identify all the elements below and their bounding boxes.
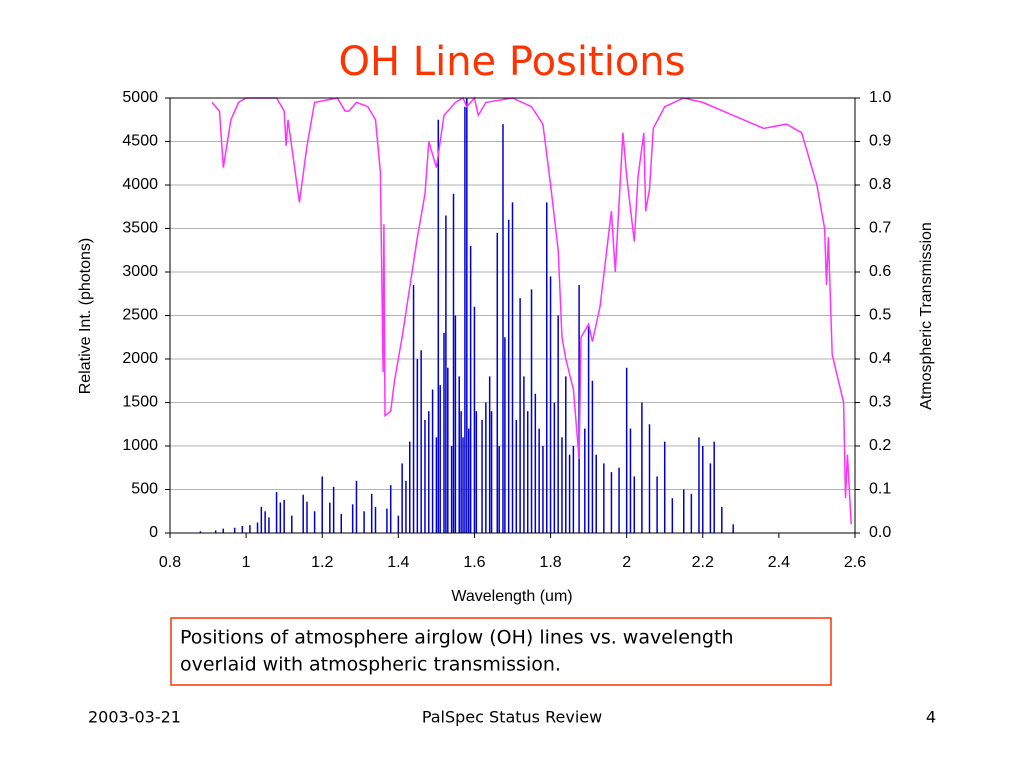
y-tick-label: 1500: [122, 394, 158, 411]
footer-title: PalSpec Status Review: [422, 708, 602, 727]
y2-tick-label: 0.6: [869, 263, 891, 280]
y-tick-label: 5000: [122, 89, 158, 106]
y2-tick-label: 0.3: [869, 394, 891, 411]
x-tick-label: 0.8: [159, 554, 181, 571]
y-axis-label: Relative Int. (photons): [77, 238, 94, 395]
caption-line: overlaid with atmospheric transmission.: [180, 654, 561, 676]
y-tick-label: 500: [131, 481, 158, 498]
y2-tick-label: 0.9: [869, 133, 891, 150]
footer-date: 2003-03-21: [88, 708, 181, 727]
y2-tick-label: 0.5: [869, 307, 891, 324]
y2-tick-label: 0.0: [869, 524, 891, 541]
y-tick-label: 2000: [122, 350, 158, 367]
x-tick-label: 2.2: [692, 554, 714, 571]
y2-tick-label: 0.1: [869, 481, 891, 498]
x-tick-label: 1.4: [387, 554, 409, 571]
y2-tick-label: 0.2: [869, 437, 891, 454]
caption-box: [170, 617, 832, 686]
x-tick-label: 2.6: [844, 554, 866, 571]
y-tick-label: 4000: [122, 176, 158, 193]
footer-page: 4: [926, 708, 936, 727]
y2-axis-label: Atmospheric Transmission: [918, 222, 935, 410]
x-tick-label: 1.6: [463, 554, 485, 571]
x-tick-label: 1: [242, 554, 251, 571]
y2-tick-label: 0.7: [869, 220, 891, 237]
y-tick-label: 3500: [122, 220, 158, 237]
y-tick-label: 0: [149, 524, 158, 541]
y-tick-label: 2500: [122, 307, 158, 324]
x-tick-label: 1.8: [539, 554, 561, 571]
x-tick-label: 2: [622, 554, 631, 571]
plot-frame: [169, 97, 856, 534]
slide-title: OH Line Positions: [339, 39, 686, 85]
y-tick-label: 4500: [122, 133, 158, 150]
transmission-line: [211, 96, 852, 525]
y-tick-label: 3000: [122, 263, 158, 280]
x-axis-label: Wavelength (um): [451, 588, 572, 605]
x-tick-label: 1.2: [311, 554, 333, 571]
y2-tick-label: 0.8: [869, 176, 891, 193]
y2-tick-label: 1.0: [869, 89, 891, 106]
x-tick-label: 2.4: [768, 554, 790, 571]
y-tick-label: 1000: [122, 437, 158, 454]
y2-tick-label: 0.4: [869, 350, 891, 367]
caption-line: Positions of atmosphere airglow (OH) lin…: [180, 627, 734, 649]
